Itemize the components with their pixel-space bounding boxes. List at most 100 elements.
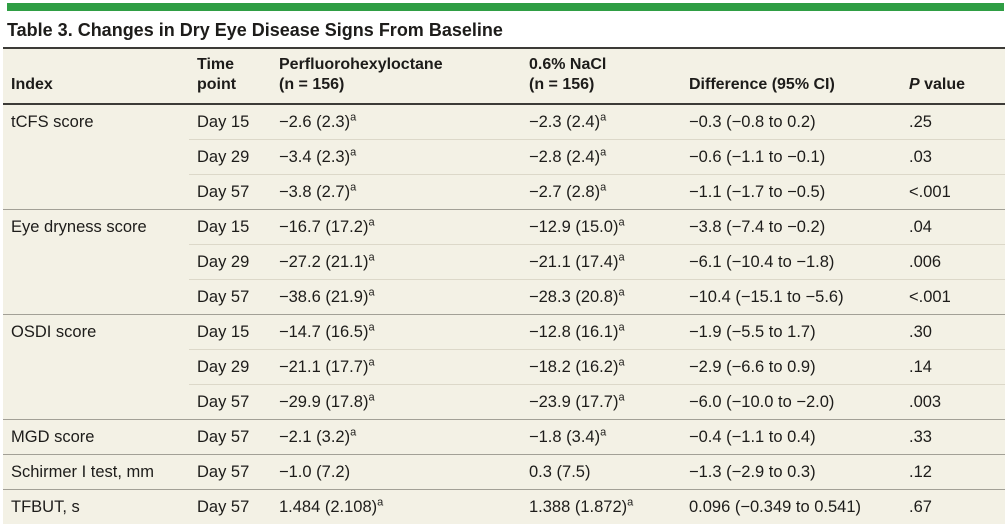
cell-nacl-value: 1.388 (1.872)a [521,489,681,524]
cell-index [3,385,189,420]
value-text: −2.1 (3.2) [279,428,351,446]
cell-p-value: .006 [901,244,1005,280]
footnote-marker: a [618,356,625,369]
value-text: −12.9 (15.0) [529,218,619,236]
cell-index: tCFS score [11,113,94,131]
cell-time-point: Day 29 [189,139,271,175]
cell-difference: 0.096 (−0.349 to 0.541) [681,489,901,524]
cell-drug-value: −38.6 (21.9)a [271,279,521,315]
value-text: 1.484 (2.108) [279,498,378,516]
footnote-marker: a [350,146,357,159]
table-row: Schirmer I test, mm Day 57 −1.0 (7.2) 0.… [3,454,1005,490]
table-row: TFBUT, s Day 57 1.484 (2.108)a 1.388 (1.… [3,489,1005,524]
cell-time-point: Day 57 [189,419,271,455]
cell-time-point: Day 29 [189,244,271,280]
cell-drug-value: −27.2 (21.1)a [271,244,521,280]
cell-index: OSDI score [3,314,189,350]
cell-time-point: Day 57 [189,174,271,210]
value-text: 1.388 (1.872) [529,498,628,516]
table-row: OSDI score Day 15 −14.7 (16.5)a −12.8 (1… [3,314,1005,350]
value-text: −2.7 (2.8) [529,183,601,201]
column-header-difference: Difference (95% CI) [681,48,901,105]
cell-drug-value: −29.9 (17.8)a [271,384,521,420]
footnote-marker: a [350,181,357,194]
footnote-marker: a [368,391,375,404]
cell-index: Schirmer I test, mm [3,454,189,490]
cell-p-value: .30 [901,314,1005,350]
cell-index [3,245,189,280]
cell-p-value: .33 [901,419,1005,455]
value-text: −27.2 (21.1) [279,253,369,271]
cell-difference: −10.4 (−15.1 to −5.6) [681,279,901,315]
value-text: −3.8 (2.7) [279,183,351,201]
cell-drug-value: −2.6 (2.3)a [271,104,521,140]
value-text: −16.7 (17.2) [279,218,369,236]
cell-drug-value: −14.7 (16.5)a [271,314,521,350]
footnote-marker: a [600,181,607,194]
footnote-marker: a [600,111,607,124]
cell-p-value: .14 [901,349,1005,385]
cell-nacl-value: −21.1 (17.4)a [521,244,681,280]
column-header-difference-label: Difference (95% CI) [689,76,835,93]
cell-difference: −1.1 (−1.7 to −0.5) [681,174,901,210]
column-header-nacl: 0.6% NaCl (n = 156) [521,48,681,105]
cell-p-value: .003 [901,384,1005,420]
cell-drug-value: −1.0 (7.2) [271,454,521,490]
footnote-marker: a [618,321,625,334]
column-header-nacl-line1: 0.6% NaCl [529,56,607,73]
cell-difference: −3.8 (−7.4 to −0.2) [681,209,901,245]
table-row: Eye dryness score Day 15 −16.7 (17.2)a −… [3,209,1005,245]
column-header-drug-line1: Perfluorohexyloctane [279,56,443,73]
cell-index: Eye dryness score [3,209,189,245]
cell-nacl-value: −2.3 (2.4)a [521,104,681,140]
cell-index [3,140,189,175]
footnote-marker: a [600,426,607,439]
cell-difference: −2.9 (−6.6 to 0.9) [681,349,901,385]
header-row: Index Time point Perfluorohexyloctane (n… [3,48,1005,105]
cell-p-value: .25 [909,113,932,131]
cell-p-value: .03 [901,139,1005,175]
footnote-marker: a [368,286,375,299]
cell-time-point: Day 57 [189,489,271,524]
table-row: tCFS score Day 15 −2.6 (2.3)a −2.3 (2.4)… [3,104,1005,140]
cell-nacl-value: 0.3 (7.5) [521,454,681,490]
cell-difference: −1.3 (−2.9 to 0.3) [681,454,901,490]
value-text: −2.8 (2.4) [529,148,601,166]
footnote-marker: a [368,251,375,264]
table-row: Day 29 −27.2 (21.1)a −21.1 (17.4)a −6.1 … [3,244,1005,280]
value-text: −21.1 (17.4) [529,253,619,271]
table-row: MGD score Day 57 −2.1 (3.2)a −1.8 (3.4)a… [3,419,1005,455]
column-header-drug-line2: (n = 156) [279,76,345,93]
page: Table 3. Changes in Dry Eye Disease Sign… [0,3,1008,524]
cell-drug-value: −21.1 (17.7)a [271,349,521,385]
table-row: Day 57 −29.9 (17.8)a −23.9 (17.7)a −6.0 … [3,384,1005,420]
column-header-index-label: Index [11,76,53,93]
value-text: −3.4 (2.3) [279,148,351,166]
cell-drug-value: −3.8 (2.7)a [271,174,521,210]
footnote-marker: a [618,286,625,299]
cell-difference: −0.3 (−0.8 to 0.2) [689,113,816,131]
value-text: −1.0 (7.2) [279,463,351,481]
cell-drug-value: 1.484 (2.108)a [271,489,521,524]
cell-difference: −6.0 (−10.0 to −2.0) [681,384,901,420]
cell-p-value: .04 [901,209,1005,245]
column-header-index: Index [3,48,189,105]
cell-time-point: Day 29 [189,349,271,385]
value-text: −28.3 (20.8) [529,288,619,306]
cell-nacl-value: −2.8 (2.4)a [521,139,681,175]
value-text: −12.8 (16.1) [529,323,619,341]
column-header-time-point: Time point [189,48,271,105]
cell-nacl-value: −18.2 (16.2)a [521,349,681,385]
footnote-marker: a [350,426,357,439]
table-row: Day 29 −21.1 (17.7)a −18.2 (16.2)a −2.9 … [3,349,1005,385]
p-rest: value [919,76,966,93]
cell-nacl-value: −2.7 (2.8)a [521,174,681,210]
cell-time-point: Day 57 [189,454,271,490]
cell-time-point: Day 15 [197,113,250,131]
value-text: −2.3 (2.4) [529,113,601,131]
column-header-time-line2: point [197,76,237,93]
footnote-marker: a [627,496,634,509]
table-row: Day 57 −3.8 (2.7)a −2.7 (2.8)a −1.1 (−1.… [3,174,1005,210]
footnote-marker: a [618,251,625,264]
value-text: −1.8 (3.4) [529,428,601,446]
